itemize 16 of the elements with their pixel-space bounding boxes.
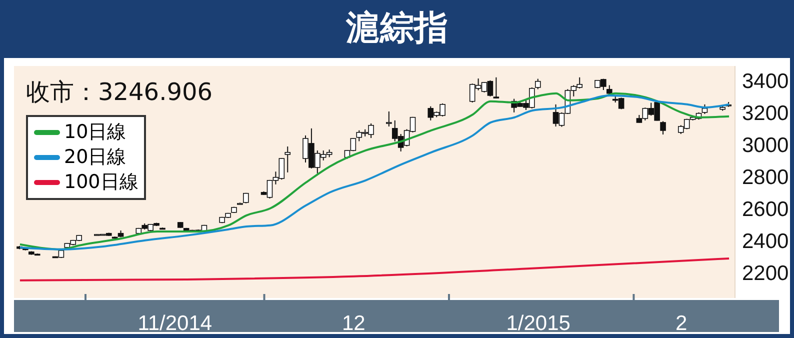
y-tick-label: 2200 — [742, 262, 789, 285]
x-tick-label: 11/2014 — [138, 312, 212, 335]
chart-title: 滬綜指 — [344, 7, 449, 50]
y-tick-label: 2400 — [742, 230, 789, 253]
x-tick-label: 12 — [342, 312, 366, 335]
y-tick-label: 2600 — [742, 198, 789, 221]
x-tick-label: 2 — [676, 312, 688, 335]
y-tick-label: 2800 — [742, 166, 789, 189]
x-tick-label: 1/2015 — [506, 312, 570, 335]
legend-label: 20日線 — [64, 145, 126, 170]
y-tick-label: 3400 — [742, 70, 789, 93]
annotation: 收市：3246.906 — [26, 77, 213, 108]
y-tick-label: 3200 — [742, 102, 789, 125]
legend-label: 100日線 — [64, 170, 138, 195]
y-tick-label: 3000 — [742, 134, 789, 157]
legend-label: 10日線 — [64, 120, 126, 145]
